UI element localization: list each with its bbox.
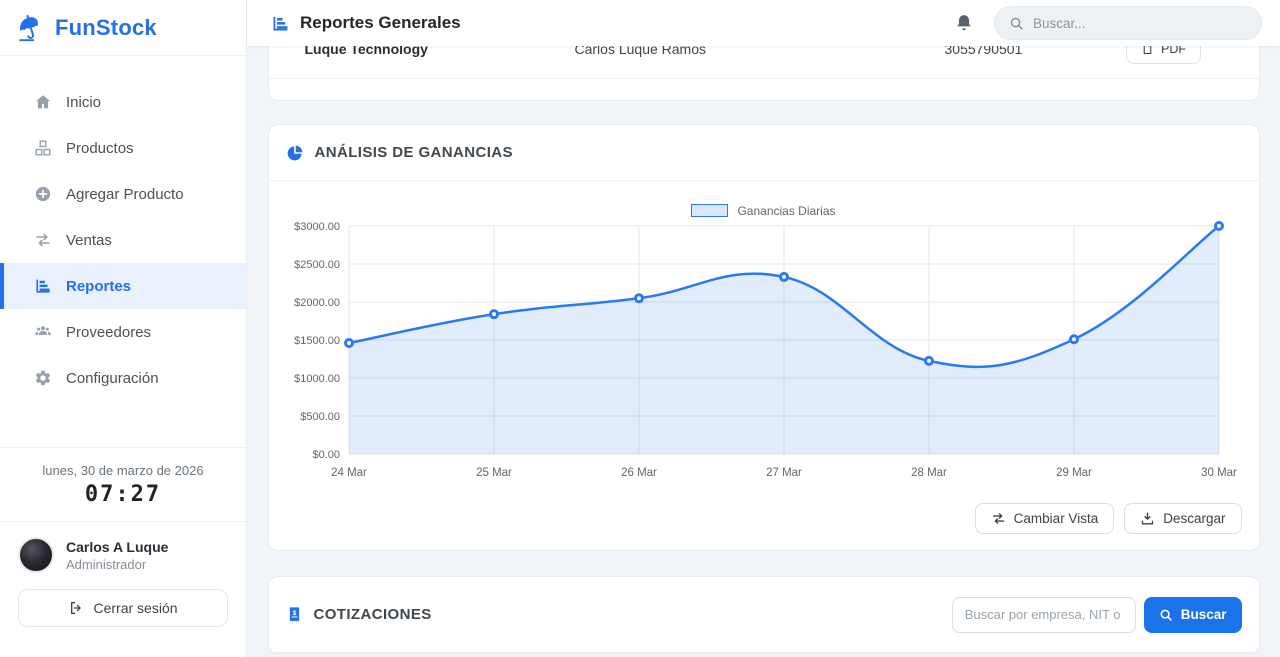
- umbrella-logo-icon: [16, 13, 46, 43]
- sidebar-item-label: Configuración: [66, 369, 159, 387]
- row-contact: Carlos Luque Ramos: [574, 46, 707, 57]
- quotes-search-label: Buscar: [1180, 607, 1227, 622]
- svg-text:25 Mar: 25 Mar: [476, 467, 512, 479]
- row-company: Luque Technology: [304, 46, 428, 57]
- global-search-input[interactable]: [1033, 15, 1247, 31]
- notifications-button[interactable]: [954, 13, 974, 33]
- sidebar-item-productos[interactable]: Productos: [0, 125, 246, 171]
- svg-text:24 Mar: 24 Mar: [331, 467, 367, 479]
- svg-text:$: $: [292, 610, 296, 617]
- quotes-card-header: $ COTIZACIONES Buscar: [268, 577, 1259, 653]
- download-label: Descargar: [1163, 511, 1226, 526]
- sidebar-item-inicio[interactable]: Inicio: [0, 79, 246, 125]
- search-icon: [1159, 608, 1173, 622]
- sidebar-item-agregar-producto[interactable]: Agregar Producto: [0, 171, 246, 217]
- page-title: Reportes Generales: [300, 13, 461, 32]
- receipt-icon: $: [286, 606, 303, 623]
- sidebar-item-label: Inicio: [66, 93, 102, 111]
- sidebar-item-label: Proveedores: [66, 323, 152, 341]
- sidebar: FunStock Inicio Productos Agregar Produc…: [0, 0, 247, 657]
- bell-icon: [954, 13, 974, 33]
- people-icon: [34, 323, 52, 341]
- file-pdf-icon: [1141, 46, 1154, 55]
- logout-label: Cerrar sesión: [93, 600, 178, 616]
- svg-text:$1000.00: $1000.00: [294, 373, 340, 385]
- home-icon: [34, 93, 52, 111]
- boxes-icon: [34, 139, 52, 157]
- quotes-search-input[interactable]: [951, 596, 1136, 633]
- svg-text:$2500.00: $2500.00: [294, 259, 340, 271]
- svg-text:30 Mar: 30 Mar: [1201, 467, 1237, 479]
- app-name: FunStock: [55, 14, 157, 40]
- arrows-exchange-icon: [991, 511, 1006, 526]
- logout-button[interactable]: Cerrar sesión: [18, 589, 228, 627]
- global-search: [994, 6, 1262, 40]
- search-icon: [1009, 16, 1024, 31]
- change-view-button[interactable]: Cambiar Vista: [974, 503, 1115, 534]
- sidebar-item-label: Productos: [66, 139, 134, 157]
- change-view-label: Cambiar Vista: [1013, 511, 1099, 526]
- download-icon: [1140, 511, 1155, 526]
- quotes-card-title: COTIZACIONES: [313, 606, 432, 623]
- bar-chart-icon: [271, 14, 290, 33]
- user-role: Administrador: [66, 556, 147, 572]
- svg-text:$0.00: $0.00: [312, 449, 340, 461]
- gear-icon: [34, 369, 52, 387]
- svg-text:$500.00: $500.00: [300, 411, 340, 423]
- sidebar-item-label: Reportes: [66, 277, 132, 295]
- current-date: lunes, 30 de marzo de 2026: [42, 463, 204, 478]
- svg-text:28 Mar: 28 Mar: [911, 467, 947, 479]
- logout-icon: [68, 600, 84, 616]
- main-area: Reportes Generales Luque Technology Carl…: [247, 0, 1280, 657]
- datetime-panel: lunes, 30 de marzo de 2026 07:27: [0, 447, 246, 521]
- sidebar-item-label: Agregar Producto: [66, 185, 184, 203]
- svg-text:29 Mar: 29 Mar: [1056, 467, 1092, 479]
- plus-circle-icon: [34, 185, 52, 203]
- svg-text:$1500.00: $1500.00: [294, 335, 340, 347]
- reports-table-card: Luque Technology Carlos Luque Ramos 3055…: [267, 46, 1260, 101]
- legend-label: Ganancias Diarias: [737, 203, 836, 218]
- table-row[interactable]: Luque Technology Carlos Luque Ramos 3055…: [268, 46, 1259, 79]
- sidebar-menu: Inicio Productos Agregar Producto Ventas…: [0, 56, 246, 401]
- logo: FunStock: [0, 0, 246, 56]
- row-phone: 3055790501: [944, 46, 1023, 57]
- quotes-search-button[interactable]: Buscar: [1143, 596, 1242, 633]
- chart-legend[interactable]: Ganancias Diarias: [269, 203, 1259, 218]
- current-time: 07:27: [84, 482, 162, 507]
- profit-analysis-card: ANÁLISIS DE GANANCIAS Ganancias Diarias …: [267, 124, 1260, 551]
- sidebar-item-proveedores[interactable]: Proveedores: [0, 309, 246, 355]
- avatar: [18, 537, 54, 573]
- sidebar-item-configuracion[interactable]: Configuración: [0, 355, 246, 401]
- legend-swatch: [691, 204, 729, 217]
- page-title-row: Reportes Generales: [271, 13, 461, 33]
- svg-text:26 Mar: 26 Mar: [621, 467, 657, 479]
- svg-text:$3000.00: $3000.00: [294, 221, 340, 233]
- profit-chart-area: $0.00 $500.00 $1000.00 $1500.00 $2000.00 $250…: [269, 218, 1259, 487]
- topbar: Reportes Generales: [247, 0, 1280, 46]
- profit-chart: $0.00 $500.00 $1000.00 $1500.00 $2000.00 $250…: [294, 221, 1237, 479]
- quotes-card: $ COTIZACIONES Buscar: [267, 576, 1260, 654]
- svg-text:27 Mar: 27 Mar: [766, 467, 802, 479]
- sidebar-item-reportes[interactable]: Reportes: [0, 263, 246, 309]
- profit-card-header: ANÁLISIS DE GANANCIAS: [268, 125, 1259, 181]
- pdf-button[interactable]: PDF: [1126, 46, 1201, 64]
- svg-text:$2000.00: $2000.00: [294, 297, 340, 309]
- arrows-exchange-icon: [34, 231, 52, 249]
- download-button[interactable]: Descargar: [1124, 503, 1242, 534]
- pie-chart-icon: [286, 144, 304, 162]
- content-scroll-area[interactable]: Luque Technology Carlos Luque Ramos 3055…: [247, 46, 1280, 657]
- profit-card-title: ANÁLISIS DE GANANCIAS: [314, 144, 513, 161]
- sidebar-item-label: Ventas: [66, 231, 112, 249]
- user-panel: Carlos A Luque Administrador: [0, 521, 246, 573]
- bar-chart-icon: [34, 277, 52, 295]
- user-name: Carlos A Luque: [66, 538, 169, 555]
- profit-card-actions: Cambiar Vista Descargar: [269, 487, 1259, 550]
- sidebar-item-ventas[interactable]: Ventas: [0, 217, 246, 263]
- pdf-label: PDF: [1161, 46, 1186, 56]
